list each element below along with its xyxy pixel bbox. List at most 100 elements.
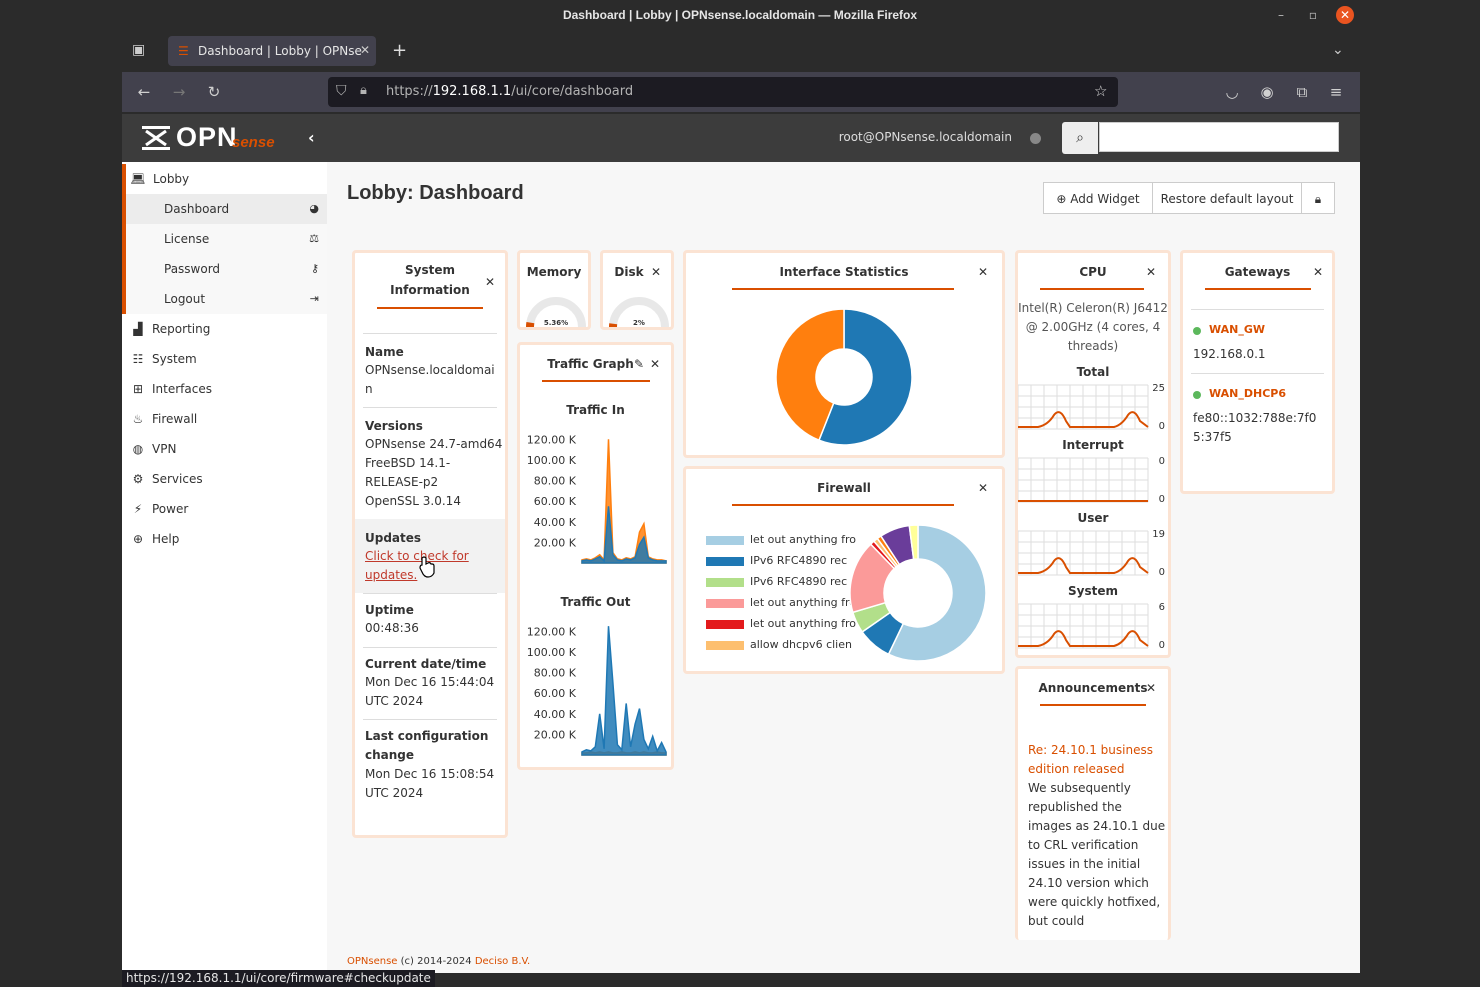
- cpu-min-label: 0: [1159, 494, 1165, 505]
- close-icon[interactable]: ✕: [1146, 681, 1157, 695]
- browser-tab[interactable]: ☰ Dashboard | Lobby | OPNse ✕: [168, 36, 376, 66]
- pie-slice[interactable]: [775, 308, 845, 442]
- logo-mark-icon: [142, 126, 170, 150]
- status-indicator-icon[interactable]: [1030, 133, 1041, 144]
- pie-slice[interactable]: [817, 308, 913, 446]
- account-icon[interactable]: ◉: [1260, 83, 1274, 101]
- lock-icon[interactable]: 🔒︎: [360, 83, 367, 98]
- cpu-min-label: 0: [1159, 421, 1165, 432]
- close-icon[interactable]: ✕: [650, 357, 661, 371]
- close-icon[interactable]: ✕: [978, 481, 989, 495]
- page-title: Lobby: Dashboard: [347, 182, 524, 204]
- reload-icon[interactable]: ↻: [207, 83, 221, 101]
- sidebar-subitem-label: License: [164, 232, 210, 246]
- footer-brand-link[interactable]: OPNsense: [347, 956, 398, 967]
- tab-overview-icon[interactable]: ▣: [132, 42, 146, 58]
- legend-label: let out anything fro: [750, 617, 857, 630]
- close-window-icon[interactable]: ✕: [1336, 6, 1354, 24]
- check-updates-link[interactable]: Click to check for updates.: [365, 549, 469, 582]
- sitemap-icon: ⊞: [132, 382, 144, 396]
- footer-company-link[interactable]: Deciso B.V.: [474, 956, 531, 967]
- new-tab-icon[interactable]: +: [392, 40, 408, 61]
- sidebar-subitem-logout[interactable]: Logout ⇥: [122, 284, 327, 314]
- tick-label: 40.00 K: [534, 516, 577, 529]
- favicon-icon: ☰: [178, 44, 189, 58]
- add-widget-button[interactable]: ⊕ Add Widget: [1043, 182, 1153, 214]
- legend-item[interactable]: let out anything fro: [706, 596, 856, 610]
- cpu-widget: CPU ✕ Intel(R) Celeron(R) J6412 @ 2.00GHz…: [1015, 250, 1171, 658]
- legend-item[interactable]: let out anything fro: [706, 617, 856, 631]
- legend-item[interactable]: IPv6 RFC4890 rec: [706, 575, 847, 589]
- laptop-icon: 💻︎: [130, 172, 146, 186]
- search-input[interactable]: [1099, 122, 1339, 152]
- back-icon[interactable]: ←: [137, 83, 151, 101]
- legend-swatch: [706, 577, 744, 587]
- extensions-icon[interactable]: ⧉: [1296, 83, 1308, 101]
- sidebar-item-system[interactable]: ☷ System: [122, 344, 327, 374]
- tick-label: 60.00 K: [534, 495, 577, 508]
- widget-title: CPU: [1079, 265, 1107, 279]
- close-icon[interactable]: ✕: [978, 265, 989, 279]
- menu-icon[interactable]: ≡: [1329, 83, 1343, 101]
- lock-layout-icon[interactable]: 🔒︎: [1301, 182, 1335, 214]
- cpu-graph-title: Interrupt: [1062, 438, 1124, 452]
- sidebar-subitem-license[interactable]: License ⚖: [122, 224, 327, 254]
- sidebar-item-label: System: [152, 352, 197, 366]
- sidebar-item-label: Firewall: [152, 412, 198, 426]
- sidebar-item-power[interactable]: ⚡ Power: [122, 494, 327, 524]
- sidebar-item-reporting[interactable]: ▟ Reporting: [122, 314, 327, 344]
- cpu-graph-title: User: [1077, 511, 1109, 525]
- pie-slice[interactable]: [887, 524, 987, 662]
- edit-icon[interactable]: ✎: [634, 357, 645, 371]
- sidebar-subitem-dashboard[interactable]: Dashboard ◕: [122, 194, 327, 224]
- restore-layout-button[interactable]: Restore default layout: [1152, 182, 1302, 214]
- cpu-line: [1018, 557, 1149, 574]
- forward-icon[interactable]: →: [172, 83, 186, 101]
- traffic-graph-widget: Traffic Graph ✎ ✕ Traffic In 120.00 K 100…: [517, 342, 674, 770]
- sidebar-item-firewall[interactable]: ♨ Firewall: [122, 404, 327, 434]
- sidebar-item-services[interactable]: ⚙ Services: [122, 464, 327, 494]
- close-icon[interactable]: ✕: [651, 265, 662, 279]
- cpu-max-label: 25: [1152, 383, 1165, 394]
- maximize-icon[interactable]: ▫: [1308, 8, 1318, 22]
- interface-statistics-chart: [775, 308, 913, 446]
- url-bar[interactable]: ⛉ 🔒︎ https://192.168.1.1/ui/core/dashboa…: [328, 77, 1118, 107]
- logo-subtext: sense: [232, 134, 275, 151]
- legend-item[interactable]: allow dhcpv6 clien: [706, 638, 852, 652]
- cpu-graph: 25 0: [1018, 383, 1165, 432]
- legend-item[interactable]: IPv6 RFC4890 rec: [706, 554, 847, 568]
- tick-label: 40.00 K: [534, 708, 577, 721]
- pie-slice[interactable]: [908, 524, 919, 561]
- gateway-name: WAN_GW: [1209, 323, 1266, 336]
- legend-swatch: [706, 640, 744, 650]
- sidebar-subitem-password[interactable]: Password ⚷: [122, 254, 327, 284]
- close-icon[interactable]: ✕: [1146, 265, 1157, 279]
- announcement-headline-link[interactable]: Re: 24.10.1 business edition released: [1028, 743, 1153, 776]
- sidebar-item-interfaces[interactable]: ⊞ Interfaces: [122, 374, 327, 404]
- pocket-icon[interactable]: ◡: [1225, 83, 1239, 101]
- sidebar-item-help[interactable]: ⊕ Help: [122, 524, 327, 554]
- user-label[interactable]: root@OPNsense.localdomain: [838, 130, 1012, 144]
- close-icon[interactable]: ✕: [485, 275, 496, 289]
- minimize-icon[interactable]: –: [1278, 8, 1284, 22]
- sidebar-item-lobby[interactable]: 💻︎ Lobby: [122, 164, 327, 194]
- status-bar-url: https://192.168.1.1/ui/core/firmware#che…: [122, 970, 435, 987]
- disk-value: 2%: [633, 319, 645, 327]
- shield-icon[interactable]: ⛉: [336, 83, 347, 99]
- legend-item[interactable]: let out anything fro: [706, 533, 856, 547]
- collapse-sidebar-icon[interactable]: ‹: [308, 128, 315, 147]
- close-icon[interactable]: ✕: [1313, 265, 1324, 279]
- series-area: [581, 439, 667, 564]
- last-config-value: Mon Dec 16 15:08:54 UTC 2024: [365, 767, 495, 800]
- uptime-label: Uptime: [365, 603, 414, 617]
- legend-swatch: [706, 556, 744, 566]
- search-icon[interactable]: ⌕: [1062, 122, 1098, 154]
- window-titlebar: Dashboard | Lobby | OPNsense.localdomain…: [0, 0, 1480, 32]
- tab-close-icon[interactable]: ✕: [360, 43, 371, 57]
- sidebar-item-vpn[interactable]: ◍ VPN: [122, 434, 327, 464]
- list-tabs-icon[interactable]: ⌄: [1332, 42, 1344, 58]
- bookmark-star-icon[interactable]: ☆: [1094, 82, 1108, 100]
- globe-icon: ◍: [132, 442, 144, 456]
- opnsense-logo[interactable]: OPN sense: [140, 122, 290, 154]
- name-value: OPNsense.localdomai n: [365, 363, 495, 396]
